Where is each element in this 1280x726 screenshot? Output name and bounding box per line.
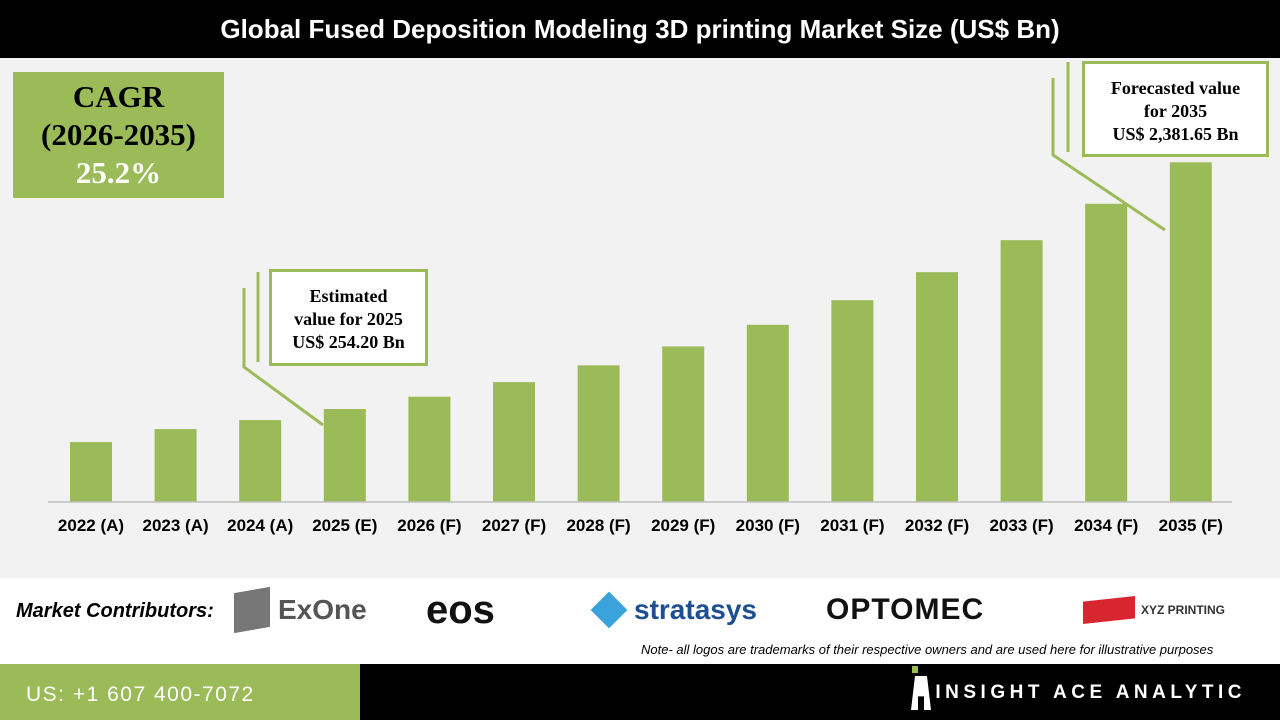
bar-2026-F — [408, 396, 451, 502]
bar-2022-A — [70, 442, 112, 502]
x-tick-label: 2034 (F) — [1074, 516, 1138, 535]
footer-brand-bar: INSIGHT ACE ANALYTIC — [360, 664, 1280, 720]
optomec-logo: OPTOMEC — [826, 593, 985, 626]
x-tick-label: 2035 (F) — [1159, 516, 1223, 535]
bar-2031-F — [831, 300, 874, 502]
bar-2033-F — [1000, 240, 1043, 502]
eos-logo: eos — [426, 587, 495, 632]
bar-2024-A — [239, 420, 282, 502]
callout-line: value for 2025 — [294, 309, 403, 329]
x-tick-label: 2023 (A) — [143, 516, 209, 535]
forecast-connector — [1051, 78, 1166, 232]
bar-2028-F — [577, 365, 620, 502]
bar-2032-F — [916, 272, 958, 502]
brand-logo-icon — [911, 676, 931, 710]
bar-2030-F — [746, 324, 789, 502]
estimated-connector — [242, 288, 324, 427]
cagr-box: CAGR (2026-2035) 25.2% — [13, 72, 224, 198]
xyzprinting-logo: XYZ PRINTING — [1083, 588, 1225, 632]
x-tick-label: 2025 (E) — [312, 516, 377, 535]
x-tick-label: 2027 (F) — [482, 516, 546, 535]
bar-2029-F — [662, 346, 705, 502]
x-tick-label: 2032 (F) — [905, 516, 969, 535]
bar-2023-A — [154, 429, 197, 502]
trademark-note: Note- all logos are trademarks of their … — [641, 642, 1214, 657]
callout-line: Forecasted value — [1110, 78, 1241, 98]
x-tick-label: 2029 (F) — [651, 516, 715, 535]
chart-title: Global Fused Deposition Modeling 3D prin… — [0, 0, 1280, 58]
contributors-section: Market Contributors: ExOne eos stratasys… — [0, 578, 1280, 664]
x-tick-label: 2026 (F) — [397, 516, 461, 535]
forecast-callout: Forecasted value for 2035 US$ 2,381.65 B… — [1082, 61, 1269, 157]
bar-2025-E — [323, 409, 366, 502]
x-tick-label: 2022 (A) — [58, 516, 124, 535]
contributors-label: Market Contributors: — [16, 600, 214, 622]
bar-2027-F — [493, 382, 535, 502]
callout-line: US$ 2,381.65 Bn — [1112, 124, 1239, 144]
x-tick-label: 2030 (F) — [736, 516, 800, 535]
bar-2035-F — [1169, 162, 1212, 502]
x-tick-label: 2031 (F) — [820, 516, 884, 535]
bar-2034-F — [1085, 203, 1128, 502]
cagr-label: CAGR — [72, 79, 165, 114]
cagr-period: (2026-2035) — [41, 117, 196, 152]
x-tick-label: 2024 (A) — [227, 516, 293, 535]
exone-logo: ExOne — [234, 586, 367, 634]
bar-chart: 2022 (A) 2023 (A) 2024 (A) 2025 (E) 2026 (F)… — [48, 62, 1232, 535]
estimated-callout: Estimated value for 2025 US$ 254.20 Bn — [269, 269, 428, 366]
brand-name: INSIGHT ACE ANALYTIC — [935, 682, 1246, 703]
x-tick-label: 2028 (F) — [566, 516, 630, 535]
callout-line: Estimated — [309, 286, 388, 306]
phone-contact[interactable]: US: +1 607 400-7072 — [0, 664, 360, 720]
callout-line: US$ 254.20 Bn — [292, 332, 405, 352]
stratasys-logo: stratasys — [590, 588, 757, 632]
callout-line: for 2035 — [1143, 101, 1208, 121]
x-tick-label: 2033 (F) — [989, 516, 1053, 535]
cagr-value: 25.2% — [75, 155, 162, 190]
brand-logo-icon — [912, 666, 918, 673]
